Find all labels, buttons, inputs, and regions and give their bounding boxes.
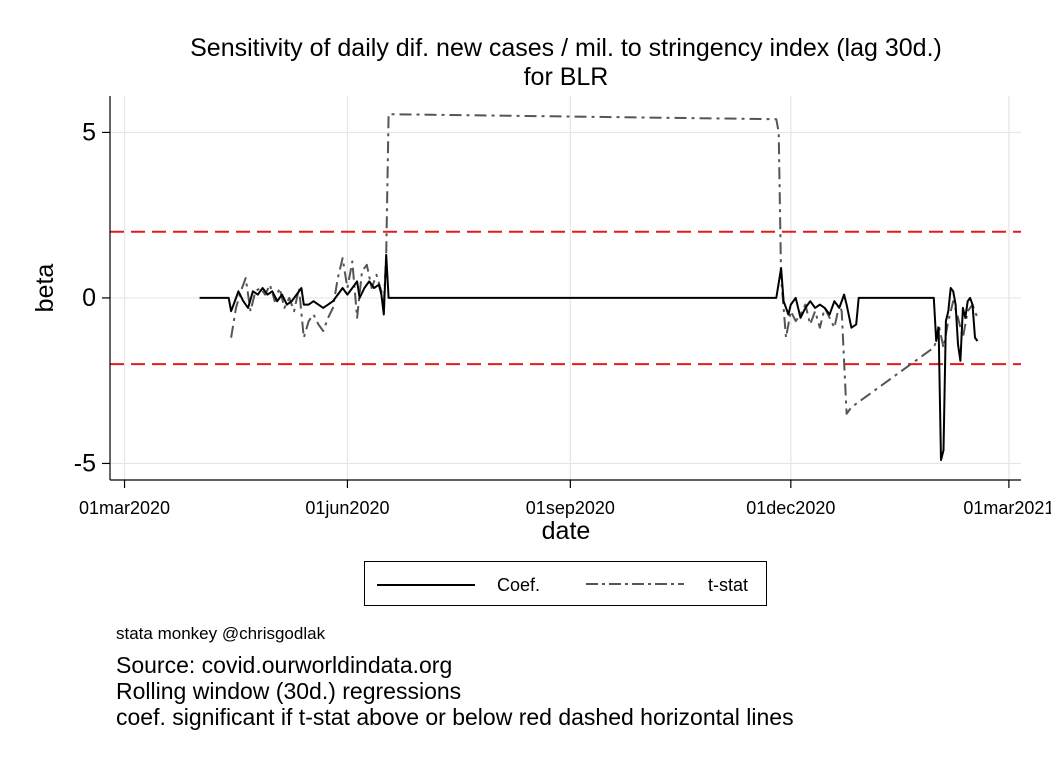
method-note: Rolling window (30d.) regressions [116,678,462,704]
x-tick-label: 01mar2021 [963,498,1051,518]
y-axis-ticks: 5 0 -5 [74,118,110,477]
x-tick-label: 01sep2020 [526,498,615,518]
credit-note: stata monkey @chrisgodlak [116,624,326,643]
chart-title: Sensitivity of daily dif. new cases / mi… [190,34,942,62]
gridlines [110,96,1021,480]
series-lines [199,113,979,462]
legend: Coef. t-stat [364,561,767,606]
reference-lines [110,230,1021,366]
y-tick-label: 5 [82,118,96,146]
x-tick-label: 01mar2020 [79,498,170,518]
x-axis-ticks: 01mar2020 01jun2020 01sep2020 01dec2020 01ma… [79,480,1051,518]
source-note: Source: covid.ourworldindata.org [116,652,453,678]
series-line-coef [199,253,979,462]
y-axis-label: beta [31,264,59,313]
chart: Sensitivity of daily dif. new cases / mi… [31,34,1051,545]
y-tick-label: -5 [74,449,96,477]
chart-subtitle: for BLR [524,63,609,91]
x-tick-label: 01dec2020 [746,498,835,518]
legend-label-coef: Coef. [497,575,541,595]
x-axis-label: date [542,517,591,545]
significance-note: coef. significant if t-stat above or bel… [116,704,794,730]
legend-label-tstat: t-stat [708,575,749,595]
x-tick-label: 01jun2020 [305,498,389,518]
legend-swatch-tstat [586,583,684,585]
y-tick-label: 0 [82,284,96,312]
series-line-t-stat [230,113,979,415]
legend-swatch-coef [377,584,475,586]
